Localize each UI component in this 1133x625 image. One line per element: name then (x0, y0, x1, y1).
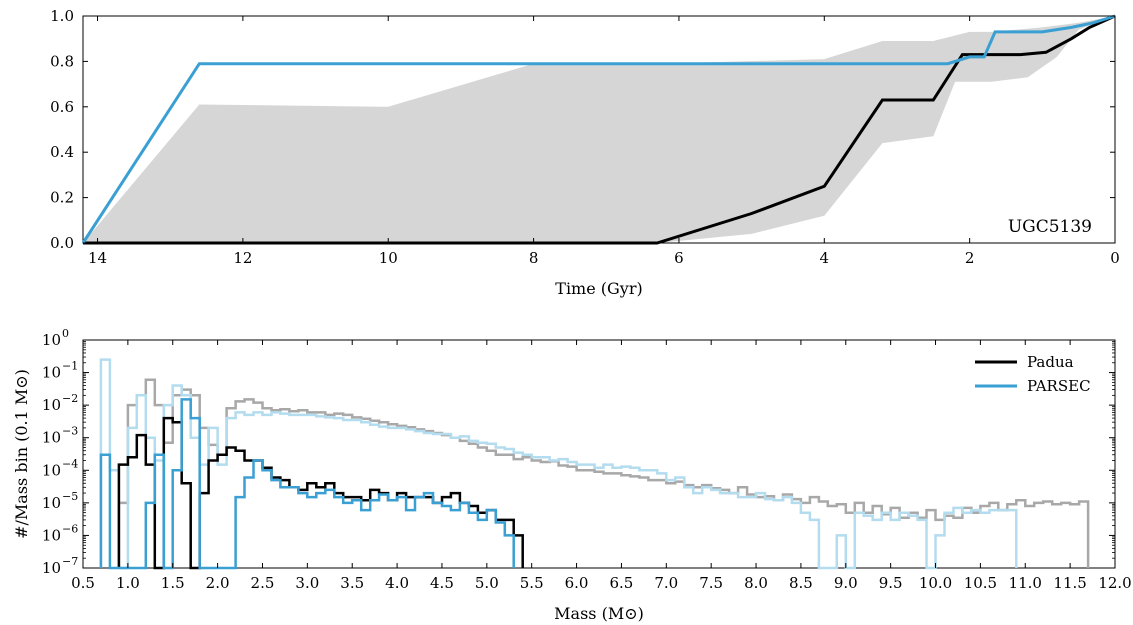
hist-x-tick-label: 11.5 (1053, 574, 1086, 592)
hist-x-tick-label: 10.0 (919, 574, 952, 592)
hist-x-tick-label: 4.0 (385, 574, 409, 592)
sfh-x-axis-label: Time (Gyr) (555, 279, 642, 298)
hist-y-tick-exponent: −3 (62, 425, 78, 438)
mass-hist-panel: 0.5 1.0 1.5 2.0 2.5 3.0 3.5 4.0 4.5 5.0 5.5 6.0 6.5 7… (12, 327, 1132, 623)
hist-y-tick-label: 10 (42, 331, 61, 349)
hist-x-tick-label: 9.0 (834, 574, 858, 592)
hist-x-tick-label: 3.0 (295, 574, 319, 592)
hist-y-tick-label: 10 (42, 526, 61, 544)
hist-y-tick-label: 10 (42, 494, 61, 512)
sfh-x-tick-label: 14 (88, 249, 107, 267)
hist-x-tick-label: 2.5 (251, 574, 275, 592)
hist-x-tick-label: 6.5 (610, 574, 634, 592)
hist-y-tick-exponent: −6 (62, 522, 78, 535)
hist-x-tick-label: 8.0 (744, 574, 768, 592)
hist-y-tick-exponent: −4 (62, 457, 78, 470)
hist-x-ticks: 0.5 1.0 1.5 2.0 2.5 3.0 3.5 4.0 4.5 5.0 5.5 6.0 6.5 7… (71, 340, 1132, 592)
sfh-line-blue (81, 14, 1116, 244)
hist-y-tick-label: 10 (42, 429, 61, 447)
legend: Padua PARSEC (975, 353, 1091, 395)
sfh-x-tick-label: 8 (529, 249, 539, 267)
hist-y-tick-exponent: 0 (62, 327, 69, 340)
hist-x-tick-label: 6.0 (565, 574, 589, 592)
hist-y-axis-label: #/Mass bin (0.1 M⊙) (12, 369, 31, 539)
hist-x-tick-label: 2.0 (206, 574, 230, 592)
hist-x-tick-label: 12.0 (1098, 574, 1131, 592)
hist-x-tick-label: 7.0 (654, 574, 678, 592)
sfh-line-black (83, 14, 1116, 245)
legend-label-padua: Padua (1027, 353, 1074, 371)
hist-x-tick-label: 5.5 (520, 574, 544, 592)
hist-series-layer (99, 358, 1090, 570)
hist-x-tick-label: 9.5 (879, 574, 903, 592)
hist-x-tick-label: 8.5 (789, 574, 813, 592)
sfh-series-layer (81, 14, 1116, 245)
hist-y-tick-exponent: −1 (62, 360, 78, 373)
hist-x-tick-label: 4.5 (430, 574, 454, 592)
sfh-y-tick-label: 0.2 (50, 189, 74, 207)
sfh-x-tick-label: 0 (1110, 249, 1120, 267)
sfh-y-tick-label: 0.0 (50, 234, 74, 252)
sfh-uncertainty-band (83, 16, 1115, 243)
hist-x-tick-label: 10.5 (964, 574, 997, 592)
sfh-annotation: UGC5139 (1008, 217, 1092, 237)
hist-step-parsec-light (99, 358, 1018, 570)
hist-x-tick-label: 0.5 (71, 574, 95, 592)
sfh-x-ticks: 14 12 10 8 6 4 2 0 (88, 16, 1120, 267)
legend-label-parsec: PARSEC (1027, 377, 1091, 395)
sfh-x-tick-label: 2 (965, 249, 975, 267)
hist-x-tick-label: 5.0 (475, 574, 499, 592)
hist-y-tick-label: 10 (42, 364, 61, 382)
sfh-band-layer (83, 16, 1115, 243)
hist-x-axis-label: Mass (M⊙) (554, 604, 644, 623)
hist-step-parsec (99, 398, 515, 570)
sfh-x-tick-label: 6 (674, 249, 684, 267)
sfh-y-tick-label: 0.4 (50, 143, 74, 161)
hist-y-tick-exponent: −7 (62, 555, 78, 568)
hist-x-tick-label: 7.5 (699, 574, 723, 592)
hist-y-tick-exponent: −5 (62, 490, 78, 503)
hist-x-tick-label: 11.0 (1009, 574, 1042, 592)
hist-y-tick-label: 10 (42, 559, 61, 577)
hist-axes-frame (82, 339, 1116, 569)
hist-x-tick-label: 3.5 (340, 574, 364, 592)
sfh-panel: 14 12 10 8 6 4 2 0 0.0 0.2 0.4 0.6 0.8 1.0 UGC5139 T… (50, 7, 1120, 298)
hist-y-tick-label: 10 (42, 461, 61, 479)
sfh-y-tick-label: 0.8 (50, 52, 74, 70)
hist-step-padua-light (117, 378, 1090, 568)
sfh-x-tick-label: 4 (820, 249, 830, 267)
sfh-x-tick-label: 12 (233, 249, 252, 267)
sfh-x-tick-label: 10 (379, 249, 398, 267)
sfh-y-tick-label: 1.0 (50, 7, 74, 25)
sfh-y-tick-label: 0.6 (50, 98, 74, 116)
hist-y-tick-exponent: −2 (62, 392, 78, 405)
hist-x-tick-label: 1.0 (116, 574, 140, 592)
hist-x-tick-label: 1.5 (161, 574, 185, 592)
sfh-y-ticks: 0.0 0.2 0.4 0.6 0.8 1.0 (50, 7, 1115, 252)
hist-y-tick-label: 10 (42, 396, 61, 414)
